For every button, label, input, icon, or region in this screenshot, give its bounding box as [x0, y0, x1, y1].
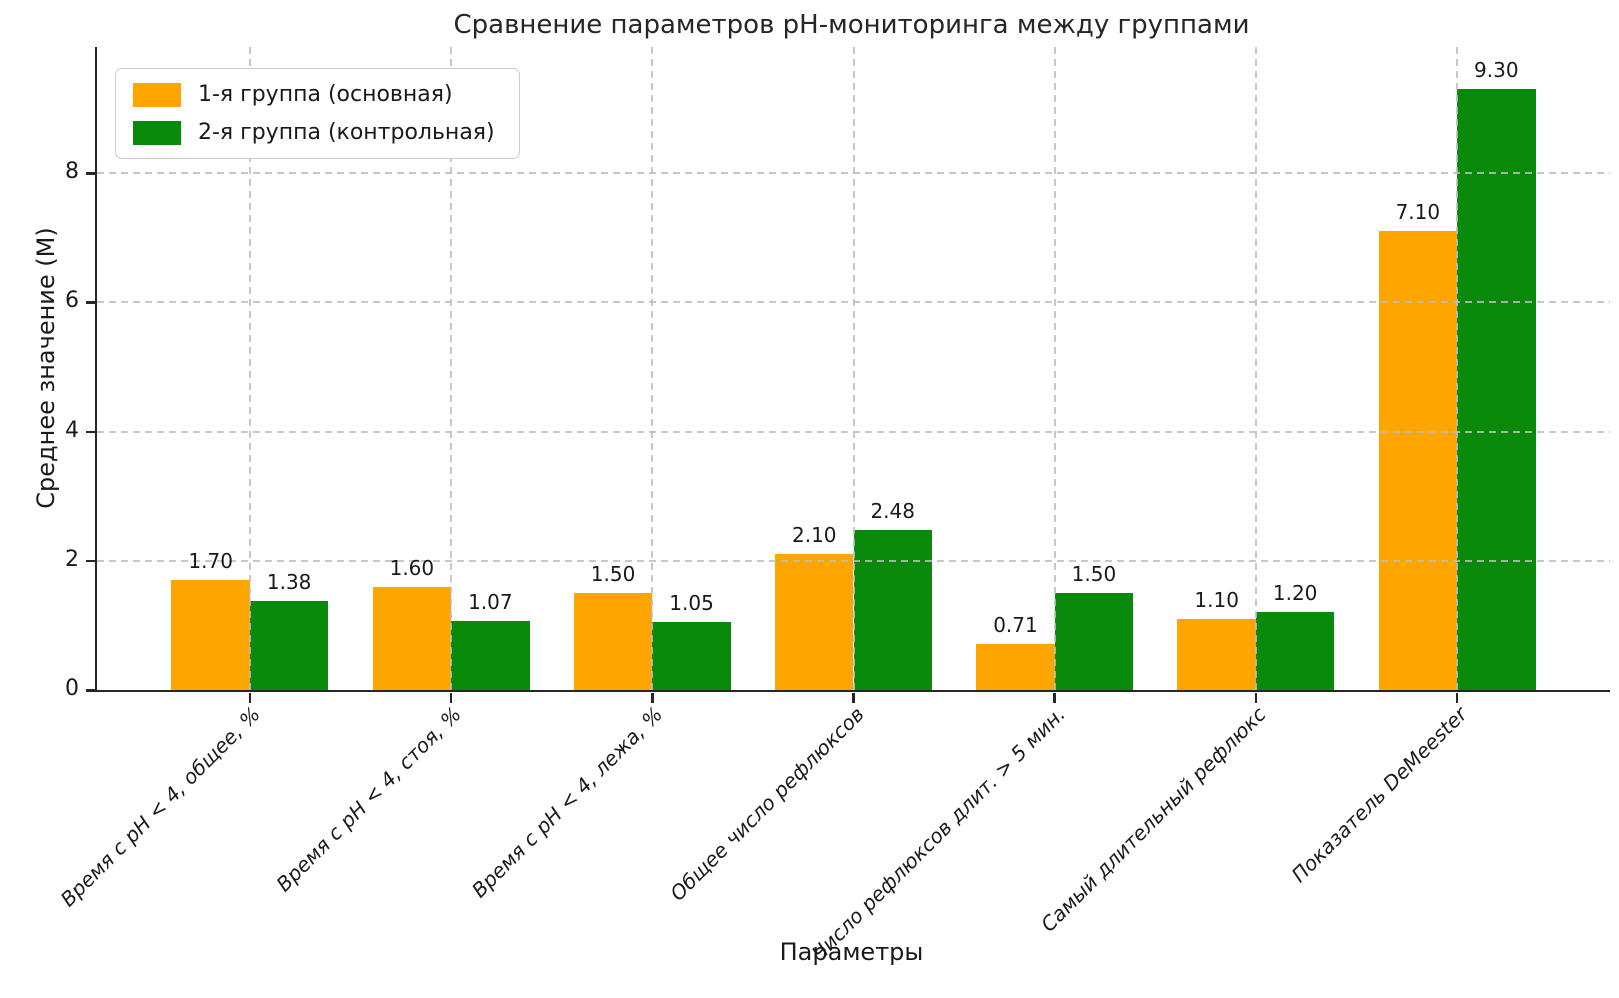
y-axis: 0 2 4 6 8 [0, 47, 95, 701]
y-tick-mark [86, 301, 95, 304]
bar-group1-cat3 [573, 593, 653, 690]
bar-group2-cat4 [853, 529, 932, 690]
bar-group1-cat7 [1378, 231, 1458, 690]
value-labels-layer: 1.70 1.38 1.60 1.07 1.50 1.05 2.10 2.48 0.71 1.50… [97, 47, 1610, 690]
bar-value-label: 1.38 [266, 569, 312, 594]
bar-value-label: 2.10 [792, 523, 837, 548]
bar-value-label: 2.48 [870, 498, 915, 523]
x-category-label: Общее число рефлюксов [664, 702, 869, 906]
legend: 1-я группа (основная) 2-я группа (контро… [115, 68, 520, 159]
legend-swatch-group1-icon [133, 82, 181, 107]
legend-item-group2: 2-я группа (контрольная) [133, 120, 495, 145]
legend-item-group1: 1-я группа (основная) [133, 82, 495, 107]
legend-label-group2: 2-я группа (контрольная) [198, 120, 495, 145]
bar-group2-cat2 [451, 620, 530, 690]
y-tick-mark [86, 430, 95, 433]
y-tick-label: 0 [65, 676, 79, 701]
bars-layer [97, 47, 1610, 690]
bar-value-label: 1.50 [590, 562, 636, 587]
x-tick-mark [852, 693, 855, 703]
plot-area: 1.70 1.38 1.60 1.07 1.50 1.05 2.10 2.48 0.71 1.50… [95, 47, 1610, 703]
bar-value-label: 1.60 [389, 555, 435, 580]
x-tick-mark [1455, 693, 1459, 703]
bar-group1-cat2 [372, 586, 452, 690]
bar-value-label: 0.71 [993, 613, 1038, 638]
x-category-label: Время с pH < 4, лежа, % [466, 702, 668, 903]
x-tick-mark [1254, 693, 1258, 703]
x-category-label: Показатель DeMeester [1286, 702, 1473, 888]
y-tick-label: 8 [65, 159, 79, 184]
bar-value-label: 7.10 [1395, 200, 1441, 225]
bar-group2-cat5 [1054, 593, 1134, 690]
x-category-label: Время с pH < 4, стоя, % [271, 702, 467, 897]
x-category-label: Время с pH < 4, общее, % [55, 702, 265, 912]
y-tick-mark [86, 689, 95, 692]
chart-title: Сравнение параметров pH-мониторинга межд… [453, 10, 1250, 40]
bar-value-label: 9.30 [1474, 58, 1519, 83]
legend-swatch-group2-icon [133, 120, 181, 145]
bar-value-label: 1.05 [669, 591, 714, 616]
bar-value-label: 1.10 [1194, 587, 1239, 612]
bar-group2-cat3 [652, 622, 731, 690]
bar-group2-cat1 [249, 600, 329, 690]
y-tick-mark [86, 172, 95, 175]
y-tick-mark [86, 559, 95, 563]
x-axis-title: Параметры [779, 938, 924, 966]
bar-group1-cat6 [1177, 618, 1256, 690]
x-tick-mark [1053, 693, 1056, 703]
bar-group2-cat6 [1255, 612, 1335, 690]
bar-value-label: 1.07 [468, 589, 513, 614]
bar-group1-cat5 [976, 644, 1055, 690]
x-tick-mark [449, 693, 453, 703]
y-tick-label: 4 [65, 417, 79, 443]
x-tick-mark [248, 693, 252, 703]
y-tick-label: 2 [65, 546, 79, 572]
y-tick-label: 6 [65, 288, 79, 314]
x-tick-mark [651, 693, 654, 703]
x-axis-tick-labels: Время с pH < 4, общее, % Время с pH < 4, … [56, 702, 1608, 965]
bar-group2-cat7 [1457, 89, 1536, 690]
x-category-label: Самый длительный рефлюкс [1036, 702, 1271, 937]
bar-group1-cat4 [775, 554, 854, 690]
bar-group1-cat1 [171, 580, 250, 690]
bar-value-label: 1.20 [1272, 581, 1318, 606]
legend-label-group1: 1-я группа (основная) [198, 82, 453, 107]
bar-value-label: 1.50 [1071, 562, 1117, 587]
